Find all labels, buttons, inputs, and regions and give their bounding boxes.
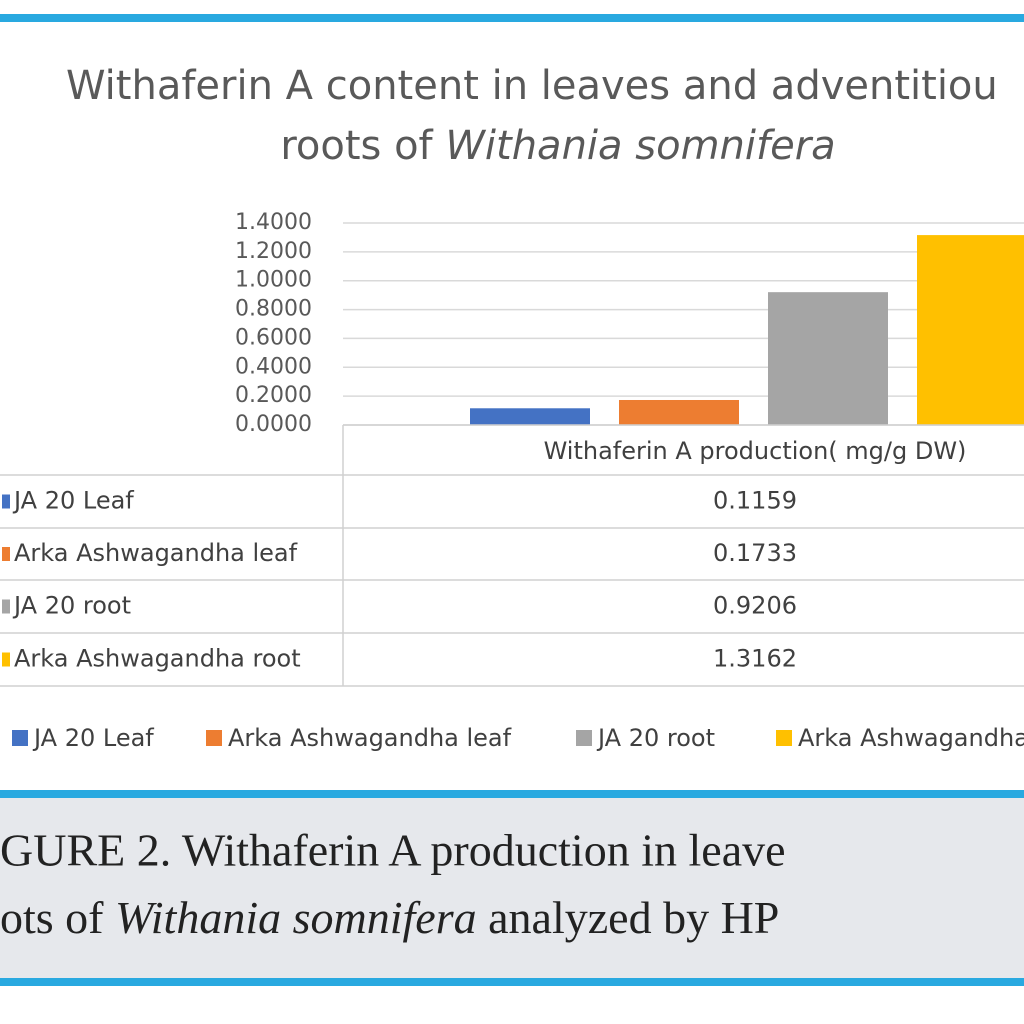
y-tick-label: 0.4000 (235, 354, 312, 379)
caption-part: Withania somnifera (115, 892, 477, 943)
legend-key (12, 730, 28, 746)
bar (619, 399, 739, 425)
bar (768, 292, 888, 425)
table-value: 0.9206 (713, 592, 797, 620)
table-value: 0.1733 (713, 539, 797, 567)
y-tick-label: 0.6000 (235, 325, 312, 350)
caption-part: ots of (0, 892, 115, 943)
legend-label: JA 20 Leaf (32, 724, 154, 752)
legend-label: JA 20 root (596, 724, 715, 752)
legend-key (206, 730, 222, 746)
table-key (2, 599, 10, 614)
bar (917, 235, 1024, 425)
legend-key (576, 730, 592, 746)
caption-background (0, 798, 1024, 978)
y-tick-label: 1.0000 (235, 268, 312, 293)
top-border (0, 14, 1024, 22)
legend-key (776, 730, 792, 746)
table-value: 0.1159 (713, 487, 797, 515)
legend-label: Arka Ashwagandha leaf (228, 724, 512, 752)
chart-title-part: Withania somnifera (445, 123, 835, 169)
table-key (2, 652, 10, 667)
chart-title: Withaferin A content in leaves and adven… (66, 63, 998, 109)
y-tick-label: 0.0000 (235, 412, 312, 437)
chart-title: roots of Withania somnifera (280, 123, 835, 169)
table-key (2, 494, 10, 509)
table-row-label: JA 20 root (12, 592, 131, 620)
table-row-label: JA 20 Leaf (12, 487, 134, 515)
caption: ots of Withania somnifera analyzed by HP (0, 892, 779, 943)
bottom-border (0, 978, 1024, 986)
table-value: 1.3162 (713, 645, 797, 673)
caption: GURE 2. Withaferin A production in leave (0, 825, 786, 876)
y-tick-label: 1.2000 (235, 239, 312, 264)
table-row-label: Arka Ashwagandha leaf (14, 539, 298, 567)
legend-label: Arka Ashwagandha root (798, 724, 1024, 752)
caption-border (0, 790, 1024, 798)
chart-title-part: roots of (280, 123, 445, 169)
bar (470, 408, 590, 425)
caption-part: analyzed by HP (477, 892, 780, 943)
y-tick-label: 0.8000 (235, 297, 312, 322)
table-header: Withaferin A production( mg/g DW) (544, 437, 967, 465)
table-row-label: Arka Ashwagandha root (14, 645, 301, 673)
y-tick-label: 1.4000 (235, 210, 312, 235)
y-tick-label: 0.2000 (235, 383, 312, 408)
table-key (2, 547, 10, 561)
